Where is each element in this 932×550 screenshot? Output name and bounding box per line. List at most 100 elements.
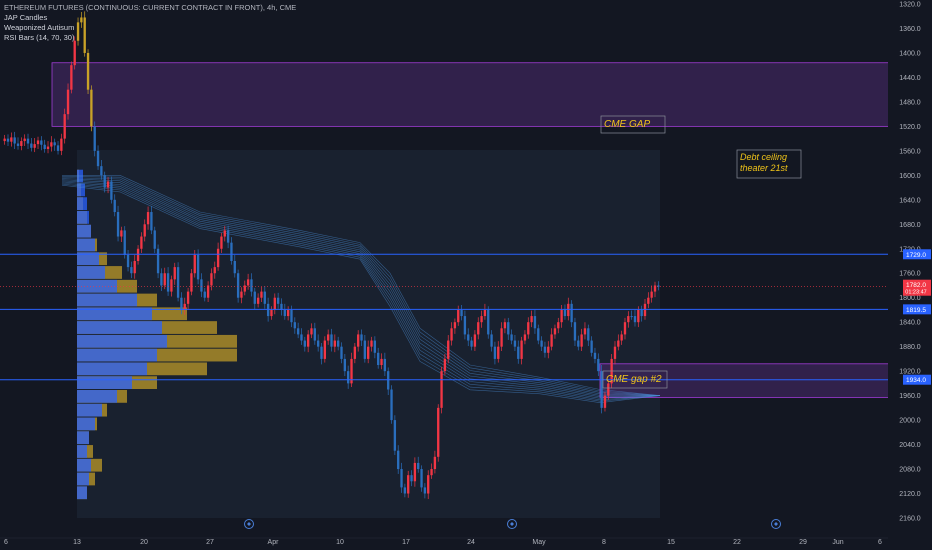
candle-body — [450, 328, 453, 341]
candle-body — [10, 137, 13, 142]
volume-profile-bar-blue — [77, 472, 89, 486]
candle-body — [477, 322, 480, 335]
indicator-weaponized-autisum[interactable]: Weaponized Autisum — [4, 23, 75, 32]
volume-profile-bar-blue — [77, 431, 89, 445]
candle-body — [280, 303, 283, 310]
price-label-text: 1934.0 — [906, 377, 926, 384]
candle-body — [6, 138, 10, 142]
candle-body — [493, 346, 497, 359]
candle-body — [256, 297, 260, 304]
candle-body — [83, 17, 86, 53]
candle-body — [313, 328, 316, 341]
candle-body — [86, 52, 90, 90]
candle-body — [340, 346, 343, 359]
candle-body — [200, 279, 203, 292]
candle-body — [173, 267, 176, 280]
volume-profile-bar-blue — [77, 238, 95, 252]
candle-body — [557, 322, 560, 329]
candle-body — [223, 230, 226, 237]
candle-body — [390, 389, 393, 421]
candle-body — [180, 297, 183, 310]
candle-body — [283, 309, 286, 317]
candle-body — [370, 340, 373, 347]
candle-body — [300, 334, 303, 341]
candle-body — [243, 285, 246, 292]
candle-body — [490, 334, 493, 347]
volume-profile-bar-blue — [77, 211, 89, 224]
candle-body — [36, 140, 40, 145]
price-tick-label: 2000.0 — [899, 418, 921, 425]
candle-body — [537, 328, 540, 341]
candle-body — [13, 137, 16, 144]
current-price-label-bg — [903, 279, 931, 296]
time-tick-label: 20 — [140, 539, 148, 546]
candle-body — [573, 322, 577, 341]
candle-body — [467, 334, 470, 341]
candle-body — [483, 309, 487, 317]
candle-body — [350, 358, 353, 384]
time-tick-label: 24 — [467, 539, 475, 546]
volume-profile-bar-blue — [77, 169, 83, 183]
candle-body — [130, 267, 133, 274]
candle-body — [647, 297, 650, 304]
time-tick-label: 22 — [733, 539, 741, 546]
price-axis-background — [888, 0, 932, 550]
candle-body — [527, 322, 530, 335]
indicator-jap-candles[interactable]: JAP Candles — [4, 13, 48, 22]
candle-body — [630, 316, 633, 318]
candle-body — [603, 395, 607, 408]
price-tick-label: 1440.0 — [899, 75, 921, 82]
candle-body — [133, 261, 136, 274]
candle-body — [470, 340, 473, 347]
time-tick-label: 29 — [799, 539, 807, 546]
candle-body — [213, 267, 216, 274]
candle-body — [597, 358, 600, 372]
indicator-rsi-bars[interactable]: RSI Bars (14, 70, 30) — [4, 33, 75, 42]
candle-body — [650, 291, 653, 298]
price-tick-label: 1360.0 — [899, 26, 921, 33]
candle-body — [367, 346, 370, 359]
candle-body — [63, 114, 66, 139]
time-tick-label: 27 — [206, 539, 214, 546]
candle-body — [460, 309, 463, 317]
candle-body — [90, 89, 93, 127]
candle-body — [473, 334, 477, 347]
candle-body — [143, 224, 146, 237]
candle-body — [440, 371, 443, 408]
candle-body — [417, 462, 420, 470]
candle-body — [320, 346, 323, 359]
candle-body — [246, 279, 250, 286]
candle-body — [497, 346, 500, 359]
candle-body — [166, 273, 170, 292]
candle-body — [653, 285, 657, 292]
candle-body — [400, 469, 403, 488]
annotation-text: CME GAP — [604, 119, 650, 130]
candle-body — [250, 279, 253, 292]
candle-body — [23, 138, 26, 142]
candle-body — [100, 166, 103, 176]
candle-body — [73, 40, 76, 66]
price-tick-label: 1680.0 — [899, 222, 921, 229]
candle-body — [657, 285, 660, 287]
annotation-box — [602, 370, 668, 389]
candle-body — [210, 273, 213, 286]
candle-body — [290, 309, 293, 323]
candle-body — [487, 309, 490, 335]
price-tick-label: 1480.0 — [899, 99, 921, 106]
price-tick-label: 1560.0 — [899, 148, 921, 155]
price-tick-label: 2040.0 — [899, 442, 921, 449]
candle-body — [206, 285, 210, 298]
candle-body — [150, 212, 153, 231]
gap-zone — [51, 62, 899, 127]
volume-profile-bar-blue — [77, 266, 105, 279]
symbol-title[interactable]: ETHEREUM FUTURES (CONTINUOUS: CURRENT CO… — [4, 3, 297, 12]
candle-body — [637, 309, 640, 323]
candle-body — [423, 487, 427, 494]
candle-body — [120, 230, 123, 237]
candle-body — [103, 175, 106, 188]
event-marker-icon — [244, 519, 254, 529]
candle-body — [587, 328, 590, 341]
ma-ribbon-line — [61, 178, 661, 396]
time-tick-label: 15 — [667, 539, 675, 546]
